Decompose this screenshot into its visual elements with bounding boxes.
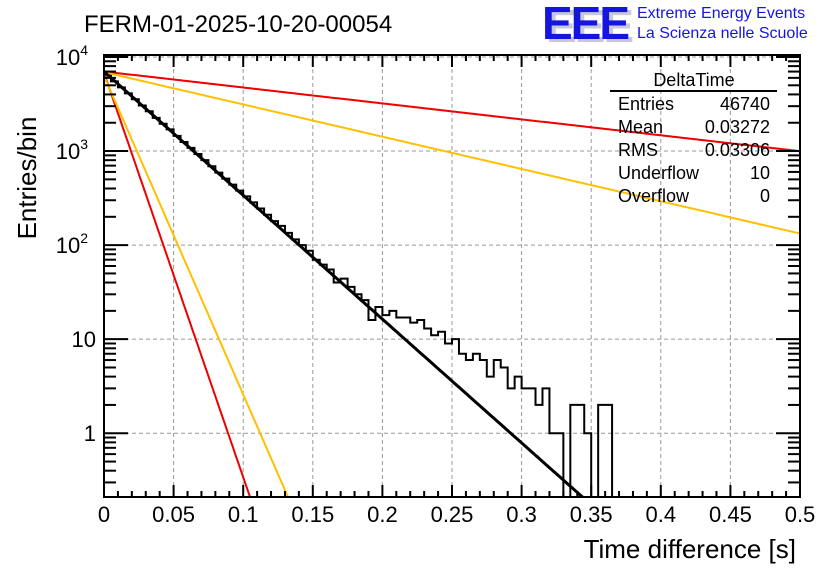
x-tick-label: 0.15 xyxy=(291,502,334,527)
x-tick-labels: 0 0.05 0.1 0.15 0.2 0.25 0.3 0.35 0.4 0.45 0.5 xyxy=(98,502,815,527)
x-tick-label: 0.2 xyxy=(367,502,398,527)
stats-value-rms: 0.03306 xyxy=(705,140,770,160)
x-tick-label: 0.3 xyxy=(506,502,537,527)
x-tick-label: 0.5 xyxy=(785,502,816,527)
x-tick-label: 0.4 xyxy=(646,502,677,527)
axes xyxy=(103,54,801,498)
x-tick-label: 0.1 xyxy=(228,502,259,527)
histogram-bars xyxy=(104,74,614,497)
curve-yellow-shallow xyxy=(104,71,800,235)
x-tick-label: 0.35 xyxy=(570,502,613,527)
curve-red-shallow xyxy=(104,70,800,153)
stats-value-underflow: 10 xyxy=(750,163,770,183)
stats-label-underflow: Underflow xyxy=(618,163,700,183)
logo-letters-shadow: EEE xyxy=(546,0,632,52)
curve-red-steep xyxy=(104,72,252,497)
stats-label-overflow: Overflow xyxy=(618,186,690,206)
stats-label-rms: RMS xyxy=(618,140,658,160)
x-tick-label: 0.25 xyxy=(431,502,474,527)
y-tick-label: 1 xyxy=(84,421,96,446)
grid xyxy=(104,55,800,497)
logo-line2: La Scienza nelle Scuole xyxy=(637,25,808,42)
x-tick-label: 0.45 xyxy=(709,502,752,527)
curve-yellow-steep xyxy=(104,75,290,497)
x-tick-label: 0 xyxy=(98,502,110,527)
eee-logo: EEE EEE Extreme Energy Events La Scienza… xyxy=(542,0,808,52)
stats-value-overflow: 0 xyxy=(760,186,770,206)
y-tick-labels: 1 10 102 103 104 xyxy=(56,42,96,446)
y-tick-label: 103 xyxy=(56,136,88,164)
logo-letters: EEE xyxy=(542,0,628,49)
stats-label-entries: Entries xyxy=(618,94,674,114)
y-axis-title: Entries/bin xyxy=(12,117,42,240)
fit-curves xyxy=(104,70,800,497)
stats-label-mean: Mean xyxy=(618,117,663,137)
stats-value-mean: 0.03272 xyxy=(705,117,770,137)
x-axis-title: Time difference [s] xyxy=(584,534,796,564)
chart-title: FERM-01-2025-10-20-00054 xyxy=(84,11,392,38)
y-tick-label: 10 xyxy=(72,327,96,352)
y-tick-label: 104 xyxy=(56,42,88,70)
y-tick-label: 102 xyxy=(56,230,88,258)
x-tick-label: 0.05 xyxy=(152,502,195,527)
curve-fit xyxy=(104,70,585,497)
histogram-outline xyxy=(104,74,614,497)
stats-value-entries: 46740 xyxy=(720,94,770,114)
stats-box: DeltaTime Entries 46740 Mean 0.03272 RMS 0.03… xyxy=(610,70,777,206)
logo-line1: Extreme Energy Events xyxy=(637,5,805,22)
stats-title: DeltaTime xyxy=(653,70,734,90)
